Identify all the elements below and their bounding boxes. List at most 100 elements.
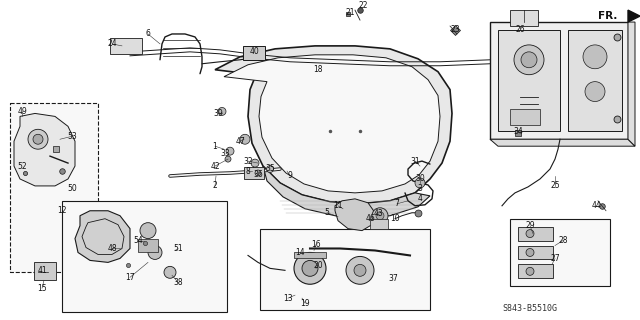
Bar xyxy=(518,227,553,241)
Text: 29: 29 xyxy=(525,221,535,230)
Polygon shape xyxy=(335,199,375,231)
Bar xyxy=(518,264,553,278)
Text: 49: 49 xyxy=(17,107,27,116)
Circle shape xyxy=(346,256,374,284)
Text: 36: 36 xyxy=(253,170,263,179)
Circle shape xyxy=(251,159,259,167)
Text: 28: 28 xyxy=(558,236,568,245)
Text: 41: 41 xyxy=(37,266,47,275)
Text: 5: 5 xyxy=(324,208,330,217)
Text: 43: 43 xyxy=(373,209,383,218)
Text: 2: 2 xyxy=(212,181,218,190)
Text: 46: 46 xyxy=(365,214,375,223)
Circle shape xyxy=(376,212,384,220)
Text: 53: 53 xyxy=(67,132,77,141)
Bar xyxy=(518,245,553,260)
Text: 12: 12 xyxy=(57,206,67,215)
Bar xyxy=(34,262,56,280)
Text: 3: 3 xyxy=(417,184,422,193)
Polygon shape xyxy=(224,55,440,193)
Text: 37: 37 xyxy=(388,274,398,283)
Circle shape xyxy=(526,249,534,256)
Text: 44: 44 xyxy=(591,201,601,210)
Polygon shape xyxy=(628,22,635,146)
Bar xyxy=(510,219,610,286)
Text: 32: 32 xyxy=(243,156,253,165)
Circle shape xyxy=(415,178,425,188)
Text: 40: 40 xyxy=(250,47,260,56)
Text: 47: 47 xyxy=(235,137,245,146)
Text: 14: 14 xyxy=(295,248,305,257)
Text: 31: 31 xyxy=(410,156,420,165)
Polygon shape xyxy=(263,166,430,218)
Circle shape xyxy=(240,134,250,144)
Text: 21: 21 xyxy=(345,8,355,17)
Text: 6: 6 xyxy=(145,29,150,38)
Text: 50: 50 xyxy=(67,184,77,193)
Polygon shape xyxy=(215,46,452,204)
Text: 38: 38 xyxy=(173,278,183,287)
Circle shape xyxy=(164,266,176,278)
Bar xyxy=(110,38,142,54)
Bar xyxy=(294,252,326,259)
Bar xyxy=(10,103,98,272)
Text: 22: 22 xyxy=(358,1,368,10)
Text: 23: 23 xyxy=(450,26,460,35)
Bar xyxy=(370,219,388,228)
Text: 9: 9 xyxy=(287,172,292,180)
Polygon shape xyxy=(14,113,75,186)
Bar xyxy=(568,30,622,131)
Bar xyxy=(244,167,264,179)
Circle shape xyxy=(354,264,366,276)
Bar xyxy=(243,46,265,60)
Text: 13: 13 xyxy=(283,294,293,303)
Circle shape xyxy=(526,268,534,275)
Text: 34: 34 xyxy=(513,127,523,136)
Circle shape xyxy=(526,230,534,237)
Bar xyxy=(62,201,227,312)
Circle shape xyxy=(585,82,605,101)
Text: S843-B5510G: S843-B5510G xyxy=(502,304,557,313)
Text: 15: 15 xyxy=(37,284,47,293)
Circle shape xyxy=(294,252,326,284)
Text: 17: 17 xyxy=(125,273,135,282)
Circle shape xyxy=(225,156,231,162)
Text: 35: 35 xyxy=(265,164,275,172)
Text: 52: 52 xyxy=(17,162,27,171)
Bar xyxy=(490,22,628,139)
Text: 33: 33 xyxy=(220,149,230,158)
Text: 19: 19 xyxy=(300,299,310,308)
Text: 39: 39 xyxy=(213,109,223,118)
Circle shape xyxy=(521,52,537,68)
Circle shape xyxy=(140,223,156,239)
Text: 48: 48 xyxy=(107,244,117,253)
Circle shape xyxy=(372,208,388,224)
Polygon shape xyxy=(75,211,130,262)
Text: FR.: FR. xyxy=(598,11,618,21)
Bar xyxy=(510,10,538,26)
Circle shape xyxy=(226,147,234,155)
Text: 4: 4 xyxy=(417,194,422,203)
Circle shape xyxy=(302,260,318,276)
Text: 18: 18 xyxy=(313,65,323,74)
Text: 1: 1 xyxy=(212,142,218,151)
Text: 54: 54 xyxy=(133,236,143,245)
Bar xyxy=(498,30,560,131)
Text: 51: 51 xyxy=(173,244,183,253)
Text: 24: 24 xyxy=(107,39,117,48)
Text: 7: 7 xyxy=(395,199,399,208)
Text: 25: 25 xyxy=(550,181,560,190)
Text: 11: 11 xyxy=(333,201,343,210)
Circle shape xyxy=(218,108,226,116)
Bar xyxy=(260,228,430,310)
Text: 27: 27 xyxy=(550,254,560,263)
Text: 16: 16 xyxy=(311,240,321,249)
Circle shape xyxy=(583,45,607,69)
Text: 8: 8 xyxy=(246,166,250,176)
Bar xyxy=(510,109,540,125)
Text: 30: 30 xyxy=(415,174,425,183)
Text: 26: 26 xyxy=(515,26,525,35)
Polygon shape xyxy=(490,139,635,146)
Circle shape xyxy=(266,165,273,172)
Circle shape xyxy=(514,45,544,75)
